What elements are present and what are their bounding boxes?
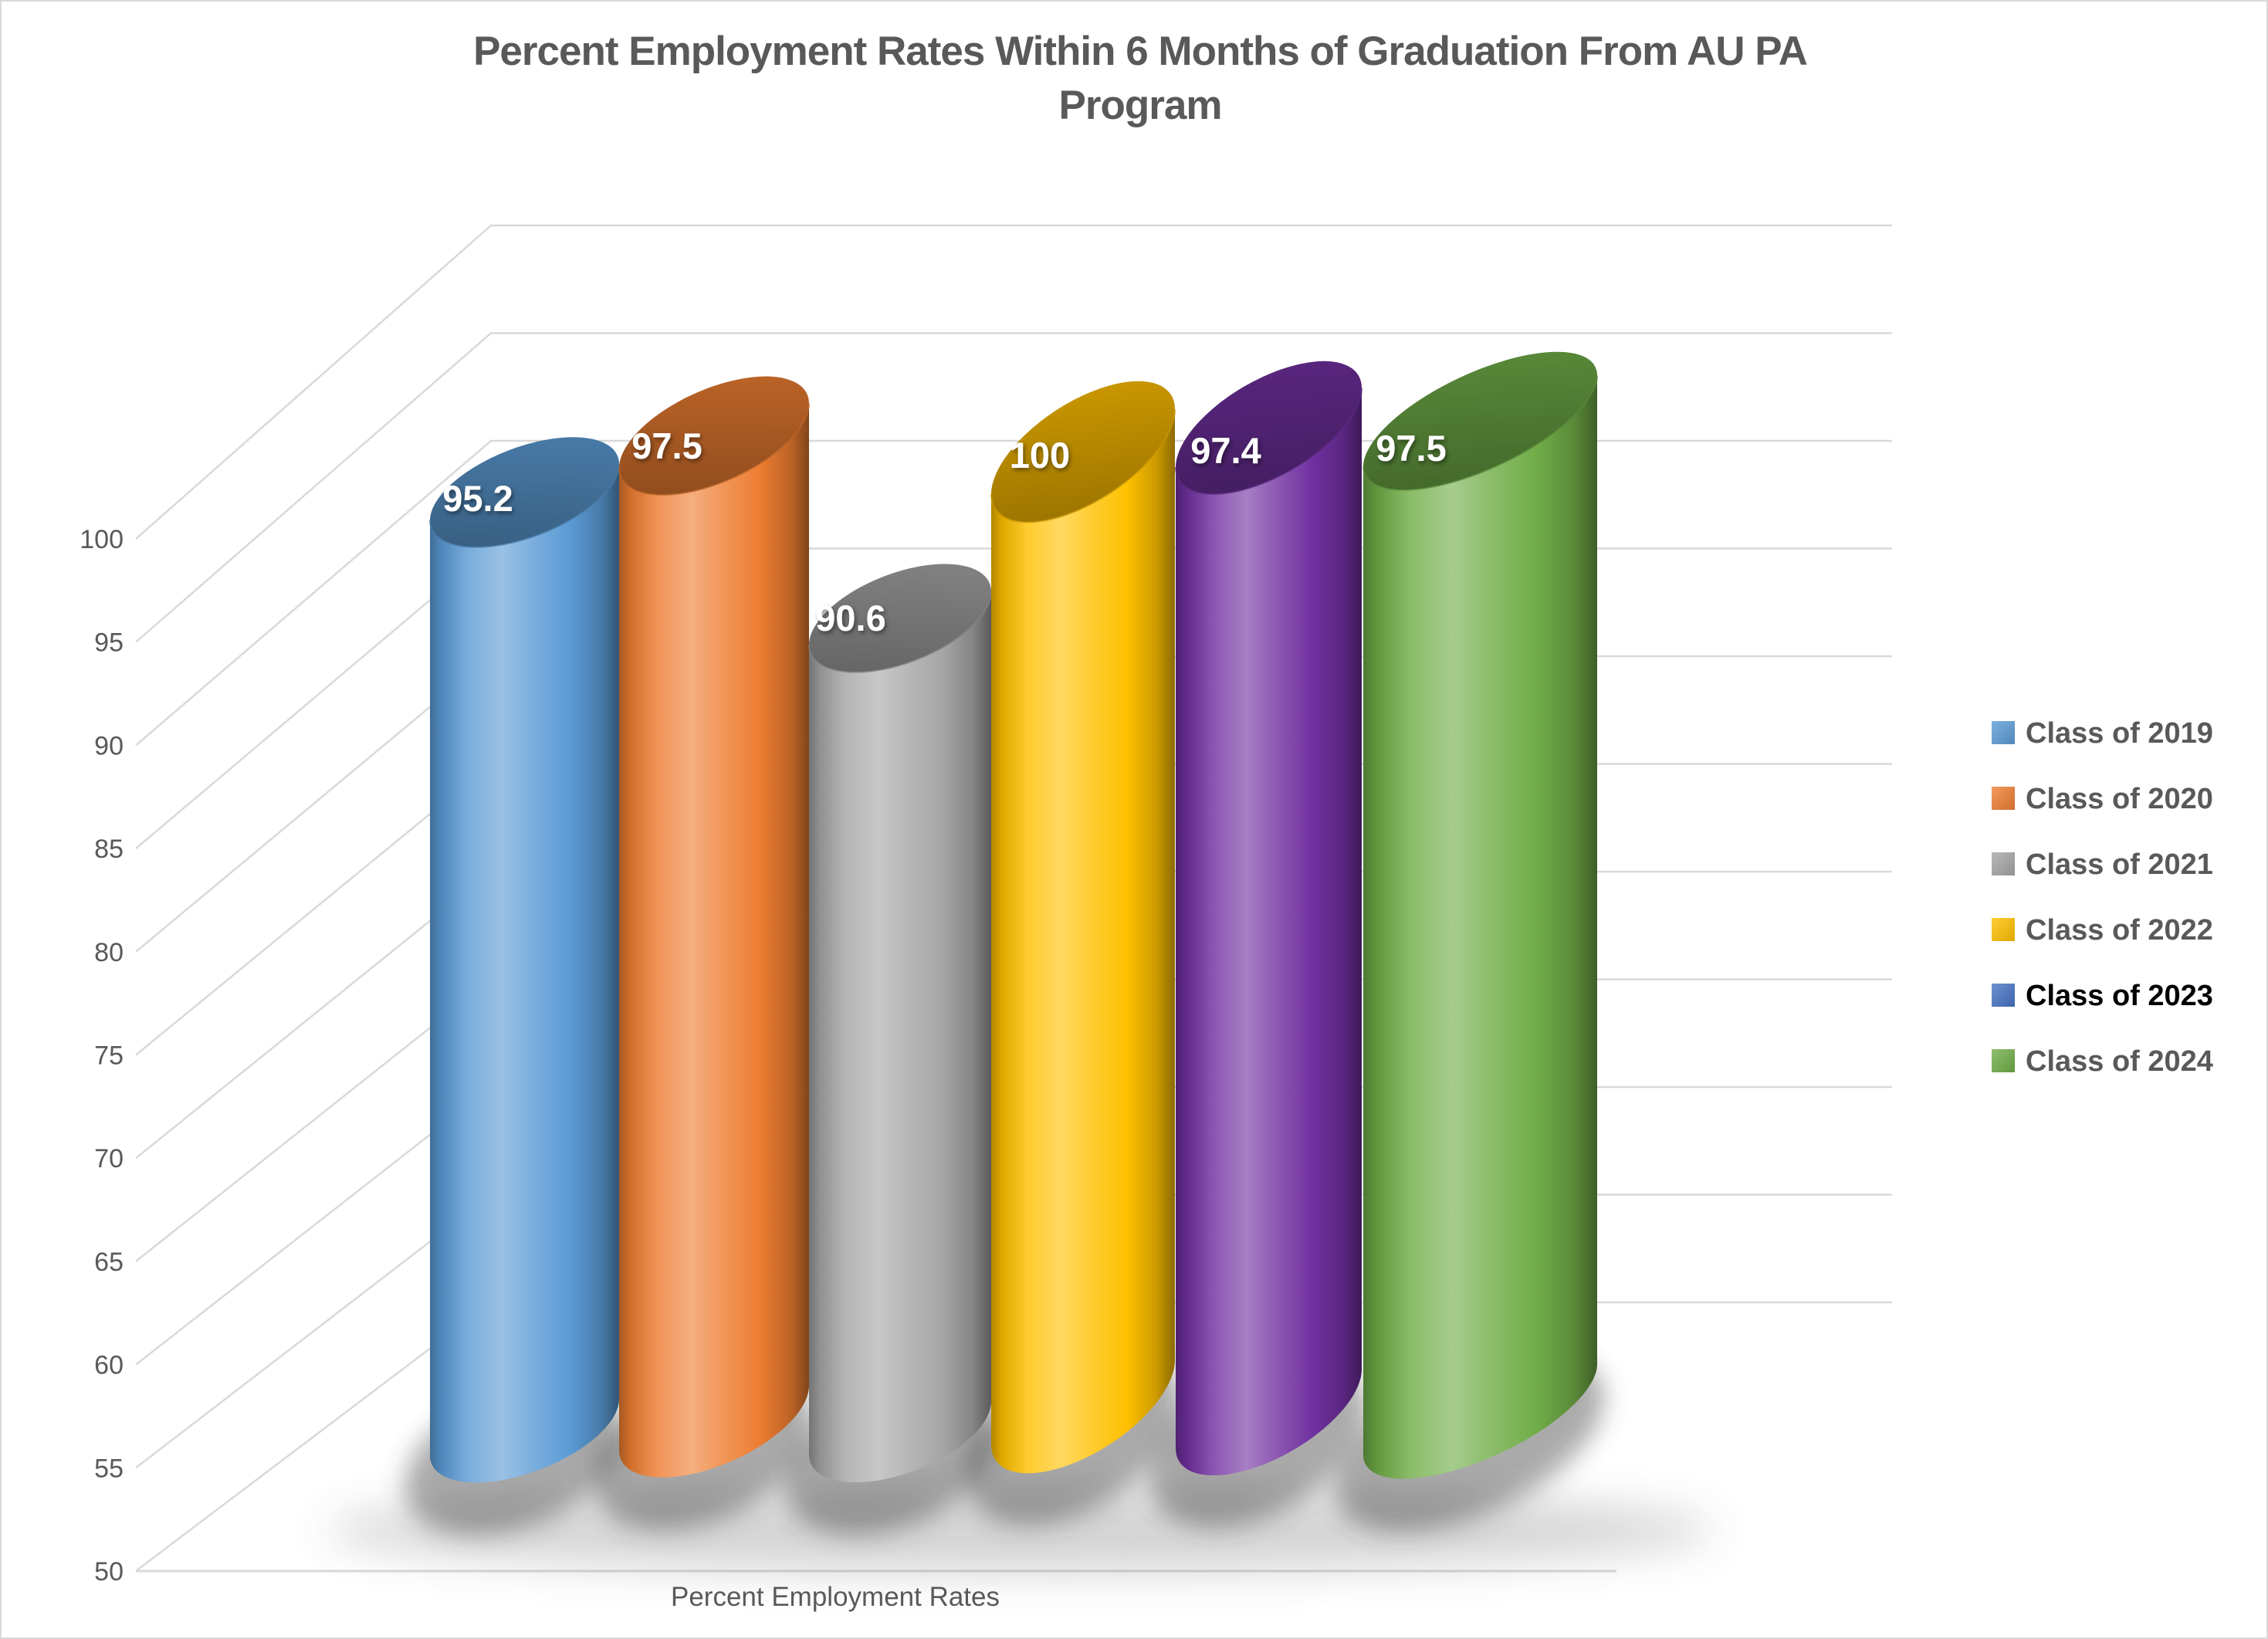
cylinder-rim bbox=[808, 591, 992, 673]
legend-swatch bbox=[1992, 984, 2015, 1007]
legend-item-class-of-2021[interactable]: Class of 2021 bbox=[1992, 848, 2213, 881]
y-axis-tick-label: 55 bbox=[94, 1454, 124, 1483]
cylinder-class-of-2023[interactable] bbox=[1155, 334, 1383, 1476]
legend: Class of 2019 Class of 2020 Class of 2021 C… bbox=[1992, 717, 2213, 1078]
legend-item-class-of-2023[interactable]: Class of 2023 bbox=[1992, 980, 2213, 1012]
y-axis-tick-label: 50 bbox=[94, 1557, 124, 1587]
data-label-class-of-2024: 97.5 bbox=[1376, 428, 1446, 469]
cylinder-body bbox=[619, 403, 809, 1478]
y-axis-tick-label: 70 bbox=[94, 1144, 124, 1173]
legend-swatch bbox=[1992, 721, 2015, 744]
y-axis-tick-label: 65 bbox=[94, 1248, 124, 1277]
cylinder-class-of-2019[interactable] bbox=[415, 415, 634, 1483]
gridline bbox=[135, 224, 1892, 540]
data-labels: 95.2 97.5 90.6 100 97.4 97.5 bbox=[442, 425, 1446, 638]
y-axis-tick-label: 100 bbox=[80, 525, 124, 554]
cylinder-body bbox=[430, 464, 619, 1483]
cylinder-top bbox=[429, 437, 620, 547]
y-axis-tick-label: 95 bbox=[94, 628, 124, 658]
chart-title-line1: Percent Employment Rates Within 6 Months… bbox=[473, 29, 1807, 74]
legend-label: Class of 2021 bbox=[2026, 848, 2213, 881]
x-axis-title: Percent Employment Rates bbox=[671, 1582, 1000, 1612]
cylinder-top bbox=[990, 381, 1176, 523]
legend-swatch bbox=[1992, 1049, 2015, 1072]
legend-swatch bbox=[1992, 852, 2015, 875]
legend-label: Class of 2020 bbox=[2026, 783, 2213, 815]
data-label-class-of-2023: 97.4 bbox=[1190, 430, 1261, 471]
y-axis-tick-label: 80 bbox=[94, 938, 124, 967]
y-axis-tick-label: 90 bbox=[94, 731, 124, 760]
y-axis-tick-label: 60 bbox=[94, 1351, 124, 1380]
cylinder-body bbox=[991, 409, 1175, 1474]
cylinder-body bbox=[1363, 375, 1597, 1479]
cylinder-class-of-2022[interactable] bbox=[968, 354, 1197, 1474]
y-axis-tick-label: 85 bbox=[94, 835, 124, 864]
legend-label: Class of 2023 bbox=[2026, 980, 2213, 1012]
cylinder-top bbox=[1362, 351, 1598, 490]
legend-swatch bbox=[1992, 918, 2015, 941]
data-label-class-of-2022: 100 bbox=[1010, 435, 1070, 476]
gridline bbox=[135, 332, 1892, 643]
y-axis-tick-label: 75 bbox=[94, 1041, 124, 1071]
legend-item-class-of-2022[interactable]: Class of 2022 bbox=[1992, 914, 2213, 946]
cylinders bbox=[415, 323, 1616, 1483]
legend-label: Class of 2022 bbox=[2026, 914, 2213, 946]
data-label-class-of-2020: 97.5 bbox=[631, 425, 702, 466]
cylinder-top bbox=[618, 376, 810, 495]
cylinder-rim bbox=[990, 409, 1176, 523]
cylinder-top bbox=[1175, 361, 1362, 494]
cylinder-class-of-2024[interactable] bbox=[1345, 323, 1616, 1479]
cylinder-body bbox=[1176, 388, 1362, 1476]
data-label-class-of-2021: 90.6 bbox=[815, 598, 885, 638]
cylinder-class-of-2020[interactable] bbox=[602, 352, 826, 1478]
legend-label: Class of 2019 bbox=[2026, 717, 2213, 750]
cylinder-rim bbox=[618, 403, 810, 496]
legend-swatch bbox=[1992, 787, 2015, 810]
cylinder-rim bbox=[1362, 375, 1598, 491]
cylinder-class-of-2021[interactable] bbox=[794, 542, 1006, 1483]
legend-item-class-of-2019[interactable]: Class of 2019 bbox=[1992, 717, 2213, 750]
cylinder-rim bbox=[429, 463, 620, 548]
legend-item-class-of-2020[interactable]: Class of 2020 bbox=[1992, 783, 2213, 815]
chart-title-line2: Program bbox=[1059, 83, 1222, 128]
cylinder-body bbox=[809, 591, 991, 1483]
legend-item-class-of-2024[interactable]: Class of 2024 bbox=[1992, 1045, 2213, 1078]
cylinder-rim bbox=[1175, 388, 1362, 495]
y-axis: 100 95 90 85 80 75 70 65 60 55 50 bbox=[80, 525, 124, 1587]
data-label-class-of-2019: 95.2 bbox=[442, 478, 513, 519]
legend-label: Class of 2024 bbox=[2026, 1045, 2213, 1078]
